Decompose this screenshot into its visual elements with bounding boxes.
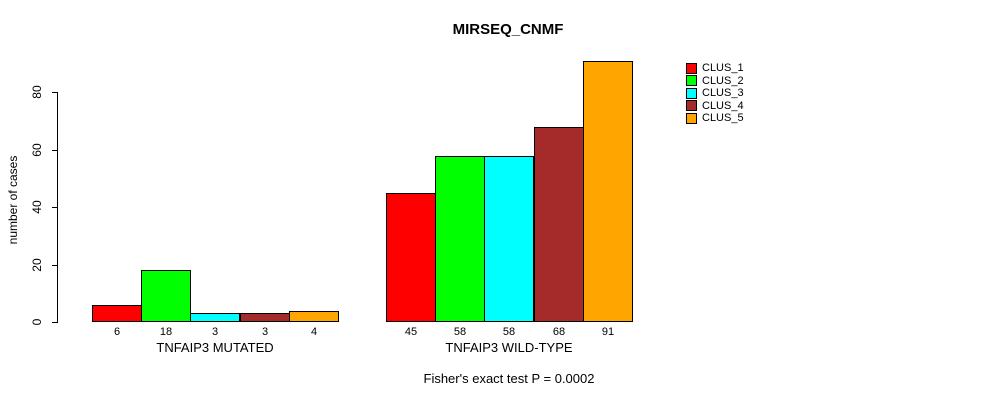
x-group-label: TNFAIP3 MUTATED: [156, 340, 274, 355]
y-tick-label: 20: [30, 258, 44, 272]
bar-clus_5: [289, 311, 339, 322]
y-tick-mark: [52, 322, 58, 323]
fisher-test-annotation: Fisher's exact test P = 0.0002: [423, 371, 595, 386]
bar-clus_3: [484, 156, 534, 322]
bar-value-label: 58: [502, 326, 516, 338]
y-axis-label: number of cases: [6, 155, 20, 245]
bar-value-label: 91: [601, 326, 615, 338]
y-tick-mark: [52, 92, 58, 93]
legend-item-label: CLUS_4: [702, 99, 744, 112]
y-tick-mark: [52, 207, 58, 208]
legend-item: CLUS_5: [686, 112, 744, 125]
y-tick-label: 80: [30, 85, 44, 99]
bar-value-label: 18: [159, 326, 173, 338]
bar-value-label: 3: [261, 326, 269, 338]
legend: CLUS_1 CLUS_2 CLUS_3 CLUS_4 CLUS_5: [686, 62, 744, 125]
legend-item-label: CLUS_2: [702, 74, 744, 87]
legend-item: CLUS_2: [686, 75, 744, 88]
legend-swatch-clus_1: [686, 62, 697, 74]
bar-clus_1: [92, 305, 142, 322]
x-group-label: TNFAIP3 WILD-TYPE: [445, 340, 573, 355]
legend-swatch-clus_5: [686, 112, 697, 124]
bar-value-label: 45: [404, 326, 418, 338]
y-tick-mark: [52, 150, 58, 151]
bar-clus_4: [240, 313, 290, 322]
legend-item-label: CLUS_3: [702, 87, 744, 100]
legend-item-label: CLUS_5: [702, 112, 744, 125]
y-tick-label: 0: [30, 318, 44, 326]
bar-clus_2: [435, 156, 485, 322]
legend-item: CLUS_1: [686, 62, 744, 75]
y-tick-label: 40: [30, 200, 44, 214]
legend-item: CLUS_3: [686, 87, 744, 100]
bar-clus_5: [583, 61, 633, 322]
bar-value-label: 68: [552, 326, 566, 338]
bar-clus_2: [141, 270, 191, 322]
bar-value-label: 3: [211, 326, 219, 338]
bar-value-label: 58: [453, 326, 467, 338]
bar-clus_4: [534, 127, 584, 322]
chart-title: MIRSEQ_CNMF: [452, 21, 564, 38]
y-tick-label: 60: [30, 143, 44, 157]
legend-item-label: CLUS_1: [702, 62, 744, 75]
bar-value-label: 4: [310, 326, 318, 338]
bar-clus_3: [190, 313, 240, 322]
y-tick-mark: [52, 265, 58, 266]
legend-swatch-clus_2: [686, 75, 697, 87]
bar-clus_1: [386, 193, 436, 322]
legend-swatch-clus_3: [686, 87, 697, 99]
bar-value-label: 6: [113, 326, 121, 338]
legend-swatch-clus_4: [686, 100, 697, 112]
legend-item: CLUS_4: [686, 100, 744, 113]
